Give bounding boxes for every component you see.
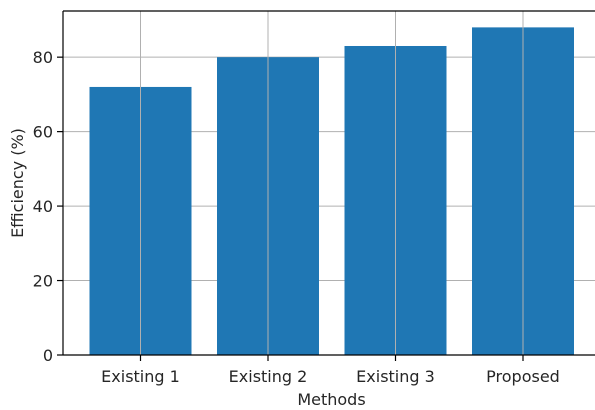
x-tick-label: Proposed	[486, 367, 560, 386]
y-ticks: 0 20 40 60 80	[33, 48, 63, 365]
y-tick-label: 20	[33, 272, 53, 291]
y-tick-label: 0	[43, 346, 53, 365]
y-tick-label: 80	[33, 48, 53, 67]
y-tick-label: 40	[33, 197, 53, 216]
x-tick-label: Existing 1	[101, 367, 180, 386]
x-tick-label: Existing 3	[356, 367, 435, 386]
x-ticks: Existing 1 Existing 2 Existing 3 Proposed	[101, 355, 560, 386]
bars	[89, 11, 574, 356]
y-axis-label: Efficiency (%)	[8, 128, 27, 238]
y-tick-label: 60	[33, 123, 53, 142]
axes	[62, 10, 595, 356]
x-axis-label: Methods	[297, 390, 365, 409]
x-tick-label: Existing 2	[229, 367, 308, 386]
